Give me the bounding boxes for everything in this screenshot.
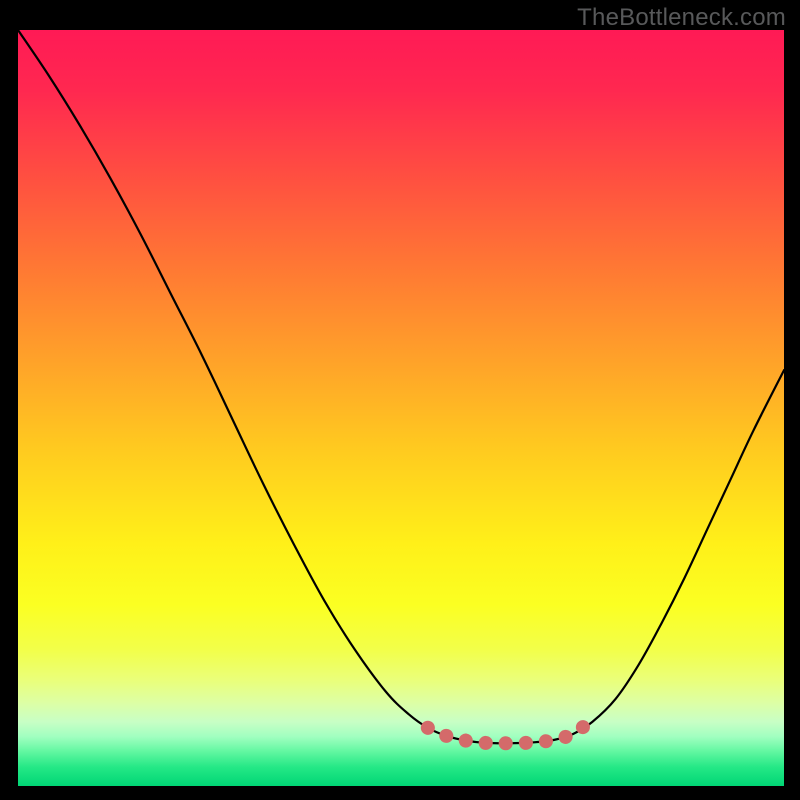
plot-svg [18,30,784,786]
gradient-background [18,30,784,786]
watermark-text: TheBottleneck.com [577,4,786,32]
chart-container: TheBottleneck.com [0,0,800,800]
plot-area [18,30,784,786]
